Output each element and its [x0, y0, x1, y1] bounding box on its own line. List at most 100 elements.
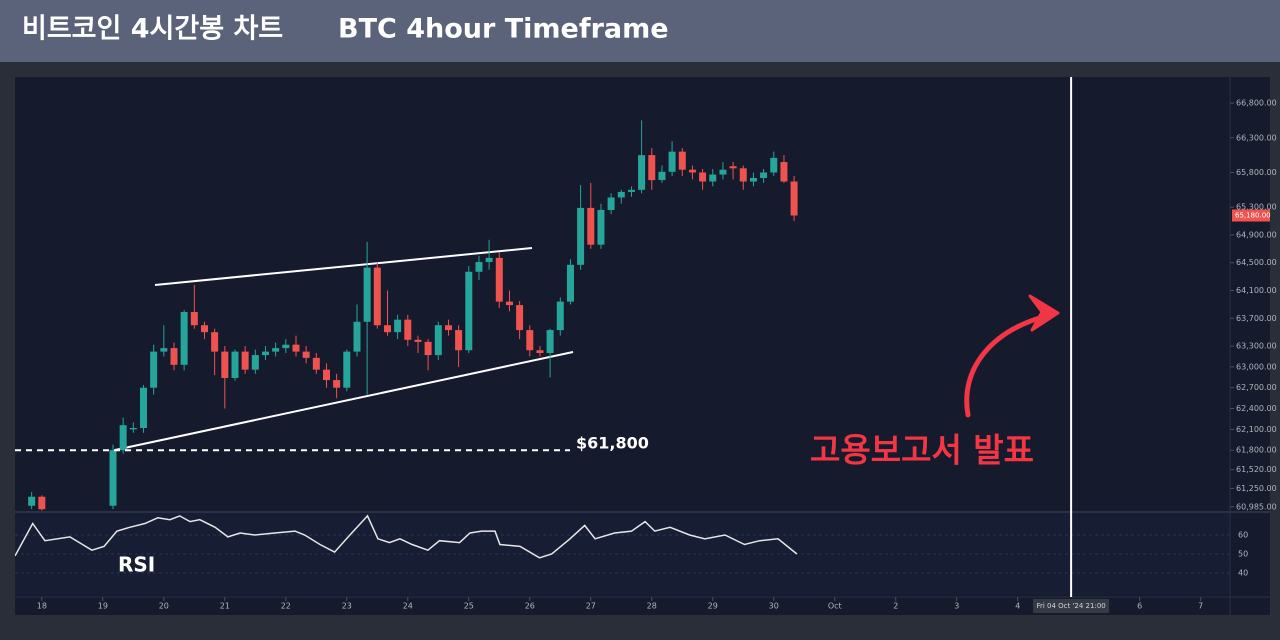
- candle-body: [475, 262, 483, 272]
- crosshair-label: Fri 04 Oct '24 21:00: [1036, 602, 1105, 610]
- x-tick-label: Oct: [828, 602, 842, 611]
- candle-body: [770, 157, 778, 173]
- x-tick-label: 28: [647, 602, 657, 611]
- candle-body: [739, 168, 747, 182]
- candle-body: [526, 330, 534, 351]
- candle-body: [577, 207, 585, 265]
- candle-body: [292, 344, 300, 352]
- x-tick-label: 24: [403, 602, 413, 611]
- candle-body: [648, 155, 656, 181]
- candle-body: [119, 425, 127, 451]
- crosshair-box: [1033, 599, 1110, 613]
- candle-body: [251, 355, 259, 370]
- y-tick-label: 62,100.00: [1236, 425, 1277, 434]
- rsi-tick-label: 60: [1238, 530, 1248, 539]
- candle-body: [353, 321, 361, 352]
- candle-body: [424, 341, 432, 356]
- x-tick-label: 26: [525, 602, 535, 611]
- candle-body: [444, 325, 452, 331]
- candle-body: [699, 172, 707, 182]
- candle-body: [383, 325, 391, 333]
- candle-body: [272, 348, 280, 352]
- candle-body: [434, 325, 442, 356]
- candle-body: [363, 267, 371, 322]
- x-tick-label: 20: [159, 602, 169, 611]
- candle-body: [302, 351, 310, 358]
- candle-body: [180, 312, 188, 365]
- x-tick-label: 25: [464, 602, 474, 611]
- x-tick-label: 21: [220, 602, 230, 611]
- candle-body: [536, 350, 544, 353]
- candle-body: [780, 162, 788, 182]
- candle-body: [343, 351, 351, 388]
- header-title-en: BTC 4hour Timeframe: [338, 14, 669, 45]
- candle-body: [170, 348, 178, 365]
- rsi-tick-label: 40: [1238, 569, 1248, 578]
- y-tick-label: 60,985.00: [1236, 502, 1277, 511]
- candle-body: [729, 166, 737, 169]
- header-title-ko: 비트코인 4시간봉 차트: [22, 14, 283, 45]
- candle-body: [262, 351, 270, 356]
- candle-body: [221, 351, 229, 378]
- y-tick-label: 66,300.00: [1236, 133, 1277, 142]
- candle-body: [394, 319, 402, 333]
- last-price-box: [1232, 209, 1270, 222]
- x-tick-label: 18: [37, 602, 47, 611]
- y-tick-label: 62,700.00: [1236, 383, 1277, 392]
- candle-body: [790, 181, 798, 216]
- candle-body: [211, 332, 219, 352]
- candle-body: [485, 257, 493, 263]
- y-tick-label: 63,300.00: [1236, 342, 1277, 351]
- candle-body: [719, 169, 727, 175]
- x-tick-label: 3: [954, 602, 959, 611]
- candle-body: [282, 344, 290, 349]
- candle-body: [709, 174, 717, 182]
- candle-body: [241, 351, 249, 370]
- candle-body: [455, 330, 463, 351]
- candle-body: [322, 369, 330, 381]
- x-tick-label: 30: [769, 602, 779, 611]
- arrow: [964, 312, 1053, 418]
- candle-body: [312, 357, 320, 370]
- y-tick-label: 61,800.00: [1236, 446, 1277, 455]
- candle-body: [129, 427, 137, 430]
- candle-body: [749, 178, 757, 182]
- candle-body: [28, 496, 36, 506]
- y-tick-label: 61,520.00: [1236, 465, 1277, 474]
- candle-body: [109, 450, 117, 506]
- rsi-line: [15, 514, 798, 559]
- y-tick-label: 62,400.00: [1236, 404, 1277, 413]
- candle-body: [587, 207, 595, 245]
- candle-body: [404, 319, 412, 340]
- candle-body: [495, 257, 503, 302]
- x-tick-label: 22: [281, 602, 291, 611]
- candle-body: [638, 155, 646, 190]
- candle-body: [566, 264, 574, 302]
- arrow-head: [1028, 294, 1060, 332]
- candle-body: [160, 348, 168, 352]
- header-bar: [0, 0, 1280, 62]
- candle-body: [38, 496, 46, 510]
- y-tick-label: 63,700.00: [1236, 314, 1277, 323]
- candle-body: [231, 351, 239, 378]
- rsi-plot: [15, 514, 1230, 574]
- candle-body: [678, 151, 686, 170]
- last-price-label: 65,180.00: [1235, 212, 1271, 220]
- candle-body: [668, 151, 676, 172]
- candle-body: [607, 197, 615, 210]
- y-tick-label: 65,800.00: [1236, 168, 1277, 177]
- candle-body: [201, 325, 209, 333]
- x-tick-label: 7: [1198, 602, 1203, 611]
- candle-body: [140, 387, 148, 428]
- x-tick-label: 29: [708, 602, 718, 611]
- y-tick-label: 63,000.00: [1236, 362, 1277, 371]
- y-tick-label: 61,250.00: [1236, 484, 1277, 493]
- y-tick-label: 65,300.00: [1236, 203, 1277, 212]
- level-label: $61,800: [576, 434, 649, 453]
- price-pane: [28, 120, 798, 511]
- x-tick-label: 27: [586, 602, 596, 611]
- y-tick-label: 64,100.00: [1236, 286, 1277, 295]
- candle-body: [546, 330, 554, 353]
